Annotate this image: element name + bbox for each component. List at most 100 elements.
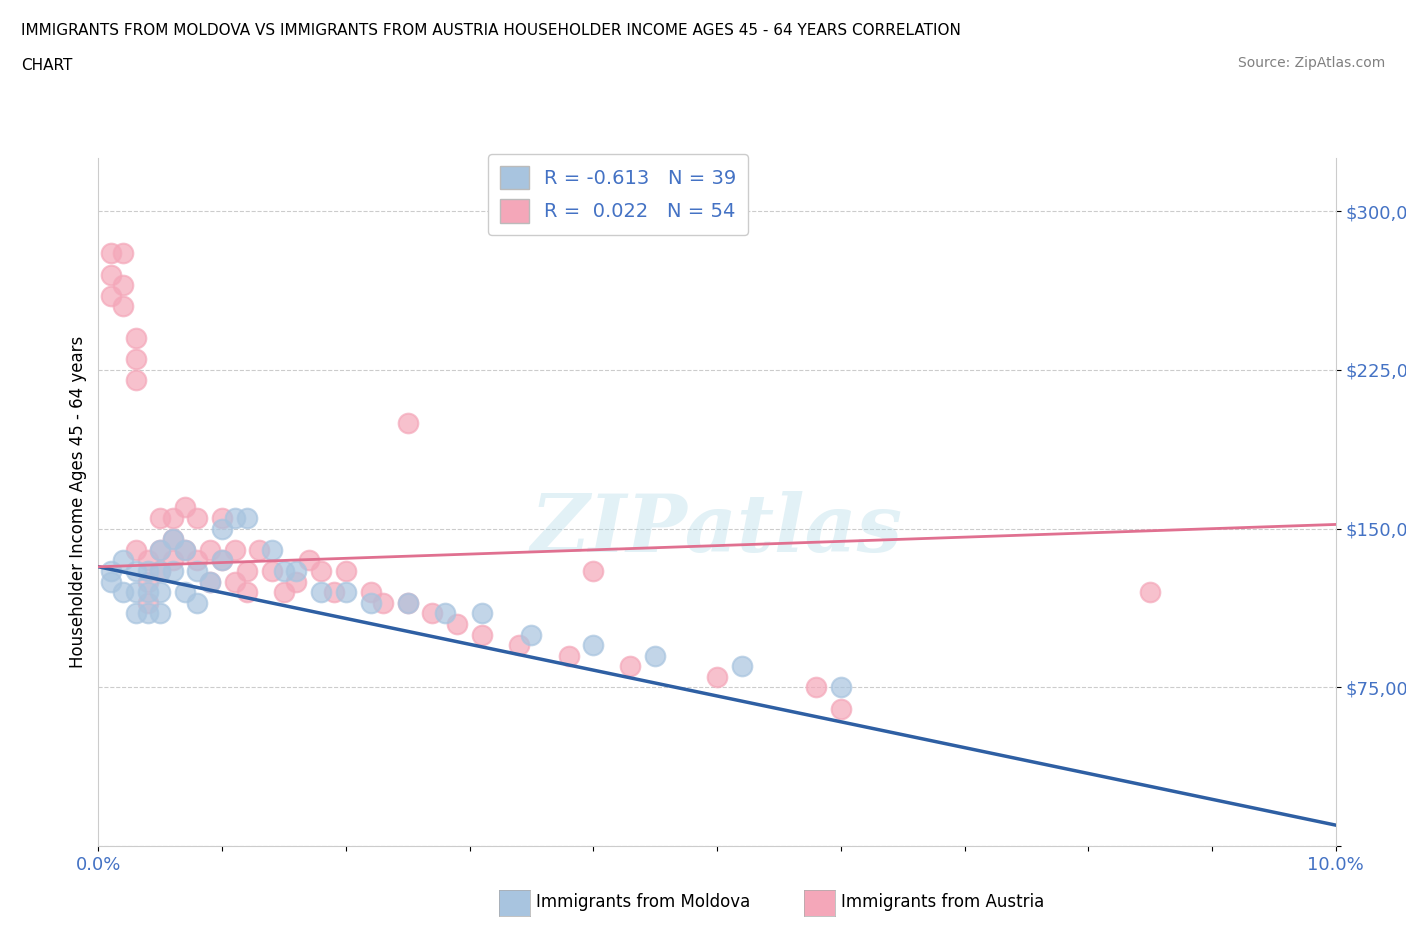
Point (100, 288, 122, 303)
Point (112, 585, 135, 600)
Point (1139, 585, 1161, 600)
Point (162, 532, 184, 547)
Point (198, 574, 221, 589)
Text: CHART: CHART (21, 58, 73, 73)
Y-axis label: Householder Income Ages 45 - 64 years: Householder Income Ages 45 - 64 years (69, 336, 87, 669)
Point (335, 564, 357, 578)
Point (100, 564, 122, 578)
Point (804, 680, 827, 695)
Point (162, 553, 184, 568)
Point (211, 553, 233, 568)
Point (174, 542, 197, 557)
Point (162, 564, 184, 578)
Point (198, 574, 221, 589)
Point (236, 511, 259, 525)
Point (112, 553, 135, 568)
Point (124, 542, 146, 557)
Point (471, 606, 494, 621)
Point (112, 246, 135, 260)
Point (136, 574, 159, 589)
Point (174, 542, 197, 557)
Point (557, 648, 579, 663)
Point (136, 606, 159, 621)
Point (433, 606, 456, 621)
Point (360, 595, 382, 610)
Point (422, 606, 444, 621)
Point (396, 595, 419, 610)
Point (112, 299, 135, 313)
Point (224, 542, 246, 557)
Point (186, 564, 208, 578)
Point (136, 595, 159, 610)
Text: IMMIGRANTS FROM MOLDOVA VS IMMIGRANTS FROM AUSTRIA HOUSEHOLDER INCOME AGES 45 - : IMMIGRANTS FROM MOLDOVA VS IMMIGRANTS FR… (21, 23, 960, 38)
Point (236, 585, 259, 600)
Point (236, 564, 259, 578)
Point (273, 564, 295, 578)
Point (136, 564, 159, 578)
Point (162, 511, 184, 525)
Point (309, 564, 332, 578)
Text: Immigrants from Moldova: Immigrants from Moldova (536, 893, 749, 911)
Point (211, 511, 233, 525)
Point (273, 585, 295, 600)
Point (582, 638, 605, 653)
Point (186, 595, 208, 610)
Point (471, 627, 494, 642)
Point (100, 267, 122, 282)
Point (162, 532, 184, 547)
Point (285, 574, 308, 589)
Point (260, 542, 283, 557)
Point (508, 638, 530, 653)
Point (186, 511, 208, 525)
Point (124, 585, 146, 600)
Point (247, 542, 270, 557)
Point (112, 278, 135, 293)
Point (174, 500, 197, 515)
Legend: R = -0.613   N = 39, R =  0.022   N = 54: R = -0.613 N = 39, R = 0.022 N = 54 (488, 154, 748, 234)
Point (136, 585, 159, 600)
Point (149, 564, 172, 578)
Point (149, 542, 172, 557)
Point (371, 595, 394, 610)
Point (124, 352, 146, 366)
Point (285, 564, 308, 578)
Point (360, 585, 382, 600)
Point (149, 606, 172, 621)
Point (644, 648, 666, 663)
Point (100, 574, 122, 589)
Point (619, 658, 641, 673)
Point (830, 701, 852, 716)
Point (830, 680, 852, 695)
Point (335, 585, 357, 600)
Point (149, 585, 172, 600)
Point (706, 670, 728, 684)
Point (149, 511, 172, 525)
Point (124, 564, 146, 578)
Point (100, 246, 122, 260)
Point (322, 585, 344, 600)
Point (309, 585, 332, 600)
Point (582, 564, 605, 578)
Point (124, 606, 146, 621)
Point (396, 595, 419, 610)
Point (520, 627, 543, 642)
Point (446, 617, 468, 631)
Point (136, 553, 159, 568)
Point (198, 542, 221, 557)
Point (149, 542, 172, 557)
Point (174, 585, 197, 600)
Point (224, 574, 246, 589)
Text: Source: ZipAtlas.com: Source: ZipAtlas.com (1237, 56, 1385, 70)
Point (124, 331, 146, 346)
Point (731, 658, 754, 673)
Point (211, 521, 233, 536)
Point (298, 553, 321, 568)
Point (211, 553, 233, 568)
Text: Immigrants from Austria: Immigrants from Austria (841, 893, 1045, 911)
Point (186, 553, 208, 568)
Point (124, 373, 146, 388)
Point (396, 416, 419, 431)
Text: ZIPatlas: ZIPatlas (531, 491, 903, 568)
Point (260, 564, 283, 578)
Point (224, 511, 246, 525)
